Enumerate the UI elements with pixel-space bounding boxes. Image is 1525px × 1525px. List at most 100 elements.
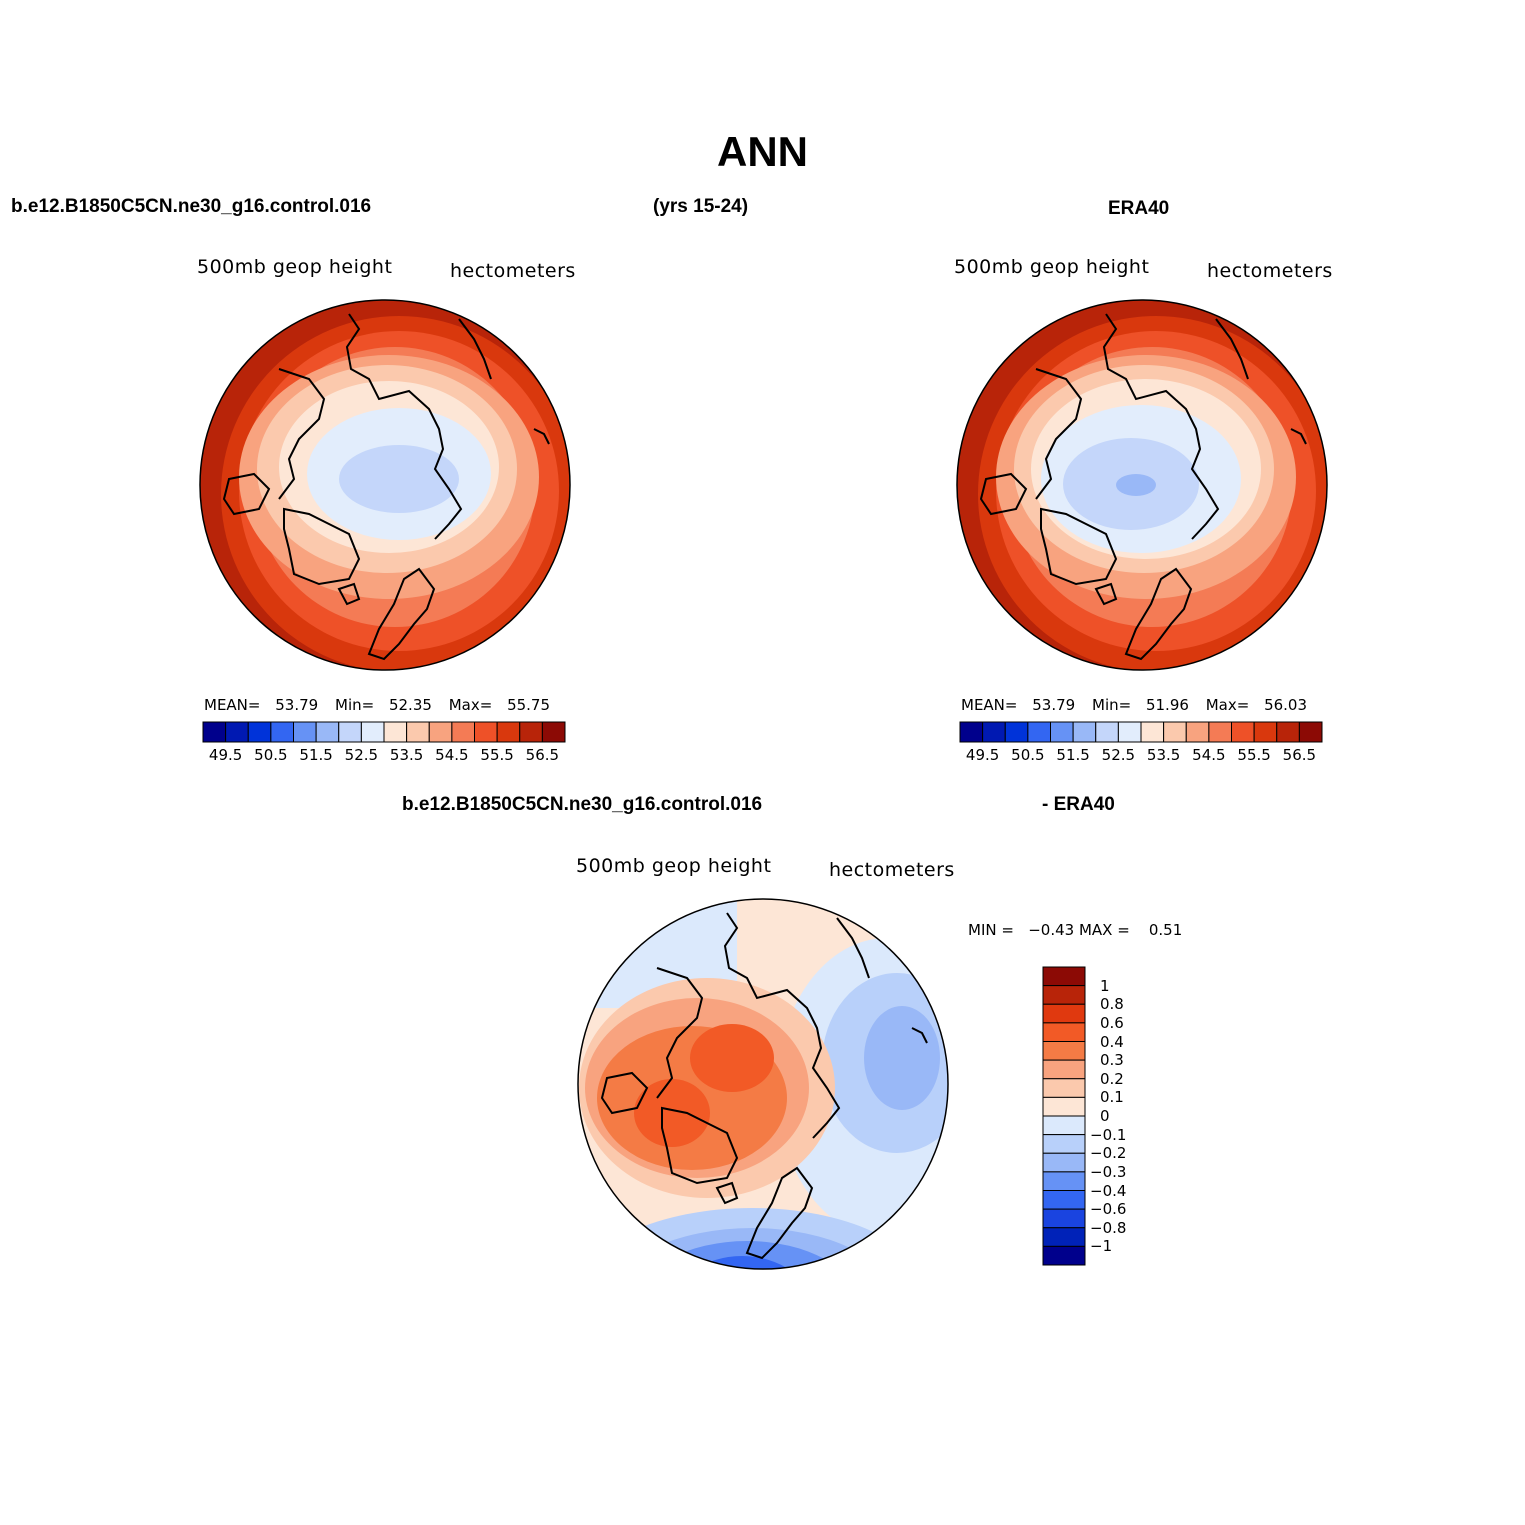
bottom-colorbar bbox=[1042, 966, 1086, 1266]
colorbar-swatch bbox=[1042, 985, 1086, 1005]
colorbar-swatch bbox=[982, 721, 1006, 743]
colorbar-label: −0.4 bbox=[1090, 1181, 1127, 1200]
colorbar-swatch bbox=[1042, 966, 1086, 987]
min-value: 52.35 bbox=[388, 696, 432, 714]
colorbar-label: 55.5 bbox=[480, 746, 514, 764]
bottom-units: hectometers bbox=[829, 859, 955, 881]
colorbar-label: 0 bbox=[1100, 1107, 1110, 1125]
top-right-variable: 500mb geop height bbox=[954, 256, 1150, 278]
bottom-diff-title: - ERA40 bbox=[1042, 794, 1115, 815]
colorbar-swatch bbox=[225, 721, 249, 743]
mean-value: 53.79 bbox=[275, 696, 319, 714]
colorbar-swatch bbox=[1042, 1152, 1086, 1173]
colorbar-swatch bbox=[541, 721, 566, 743]
mean-label: MEAN= bbox=[204, 696, 261, 714]
colorbar-swatch bbox=[1208, 721, 1232, 743]
colorbar-swatch bbox=[1163, 721, 1187, 743]
contour-fill bbox=[690, 1024, 774, 1092]
colorbar-label: 0.8 bbox=[1100, 995, 1124, 1014]
colorbar-swatch bbox=[474, 721, 498, 743]
colorbar-label: 53.5 bbox=[1146, 746, 1181, 764]
colorbar-label: −0.1 bbox=[1090, 1125, 1127, 1144]
page-title: ANN bbox=[717, 128, 808, 175]
top-left-colorbar-labels: 49.5 50.5 51.5 52.5 53.5 54.5 55.5 56.5 bbox=[203, 746, 565, 766]
colorbar-label: −0.2 bbox=[1090, 1144, 1127, 1163]
colorbar-swatch bbox=[1042, 1041, 1086, 1061]
colorbar-label: 50.5 bbox=[1011, 746, 1045, 764]
colorbar-label: 0.2 bbox=[1100, 1069, 1124, 1088]
colorbar-swatch bbox=[1042, 1171, 1086, 1191]
colorbar-swatch bbox=[1042, 1022, 1086, 1042]
contour-fill bbox=[634, 1079, 710, 1147]
colorbar-label: 52.5 bbox=[344, 746, 379, 764]
colorbar-swatch bbox=[1042, 1134, 1086, 1154]
bottom-difference-polar-map bbox=[577, 898, 949, 1270]
colorbar-swatch bbox=[1042, 1115, 1086, 1136]
top-right-stats: MEAN= 53.79 Min= 51.96 Max= 56.03 bbox=[961, 696, 1307, 714]
colorbar-swatch bbox=[1253, 721, 1278, 743]
colorbar-swatch bbox=[496, 721, 521, 743]
top-left-polar-map bbox=[199, 299, 571, 671]
coastlines bbox=[600, 912, 928, 1260]
colorbar-swatch bbox=[1231, 721, 1255, 743]
contour-fill bbox=[1116, 474, 1156, 496]
colorbar-swatch bbox=[1042, 1059, 1086, 1080]
bottom-minmax: MIN = −0.43 MAX = 0.51 bbox=[968, 921, 1183, 939]
colorbar-label: 54.5 bbox=[435, 746, 469, 764]
colorbar-swatch bbox=[1042, 1003, 1086, 1024]
colorbar-swatch bbox=[247, 721, 272, 743]
colorbar-label: 54.5 bbox=[1192, 746, 1226, 764]
colorbar-swatch bbox=[1298, 721, 1323, 743]
colorbar-label: 50.5 bbox=[254, 746, 288, 764]
coastlines bbox=[222, 313, 550, 661]
colorbar-label: −0.3 bbox=[1090, 1162, 1127, 1181]
mean-value: 53.79 bbox=[1032, 696, 1076, 714]
max-label: Max= bbox=[448, 696, 493, 714]
top-left-variable: 500mb geop height bbox=[197, 256, 393, 278]
bottom-variable: 500mb geop height bbox=[576, 855, 772, 877]
min-label: Min= bbox=[335, 696, 375, 714]
colorbar-swatch bbox=[1050, 721, 1074, 743]
colorbar-swatch bbox=[1072, 721, 1097, 743]
min-label: Min= bbox=[1092, 696, 1132, 714]
top-right-polar-map bbox=[956, 299, 1328, 671]
colorbar-label: 51.5 bbox=[299, 746, 333, 764]
coastlines bbox=[979, 313, 1307, 661]
top-right-units: hectometers bbox=[1207, 260, 1333, 282]
colorbar-label: 0.3 bbox=[1100, 1051, 1124, 1070]
colorbar-swatch bbox=[428, 721, 453, 743]
max-value: 56.03 bbox=[1264, 696, 1308, 714]
bottom-case-title: b.e12.B1850C5CN.ne30_g16.control.016 bbox=[402, 794, 763, 815]
colorbar-swatch bbox=[1095, 721, 1119, 743]
colorbar-label: −0.6 bbox=[1090, 1200, 1127, 1219]
colorbar-label: 51.5 bbox=[1056, 746, 1090, 764]
top-left-case-title: b.e12.B1850C5CN.ne30_g16.control.016 bbox=[11, 196, 372, 217]
top-left-colorbar bbox=[202, 721, 566, 743]
colorbar-label: 49.5 bbox=[965, 746, 1000, 764]
colorbar-label: 0.6 bbox=[1100, 1013, 1124, 1032]
colorbar-label: 1 bbox=[1100, 976, 1110, 995]
colorbar-label: 53.5 bbox=[389, 746, 424, 764]
colorbar-label: −0.8 bbox=[1090, 1218, 1127, 1237]
top-left-units: hectometers bbox=[450, 260, 576, 282]
colorbar-label: 0.1 bbox=[1100, 1088, 1124, 1107]
colorbar-label: 56.5 bbox=[525, 746, 560, 764]
colorbar-label: 49.5 bbox=[208, 746, 243, 764]
colorbar-label: −1 bbox=[1090, 1237, 1113, 1256]
top-right-colorbar bbox=[959, 721, 1323, 743]
mean-label: MEAN= bbox=[961, 696, 1018, 714]
max-value: 55.75 bbox=[507, 696, 551, 714]
colorbar-swatch bbox=[1042, 1208, 1086, 1229]
colorbar-swatch bbox=[1042, 1078, 1086, 1098]
bottom-colorbar-labels: 1 0.8 0.6 0.4 0.3 0.2 0.1 0 −0.1 −0.2 −0.3 −0.4 −0.6… bbox=[1090, 967, 1150, 1265]
colorbar-swatch bbox=[202, 721, 227, 743]
colorbar-swatch bbox=[451, 721, 475, 743]
colorbar-swatch bbox=[338, 721, 362, 743]
colorbar-swatch bbox=[1185, 721, 1210, 743]
colorbar-label: 55.5 bbox=[1237, 746, 1271, 764]
colorbar-swatch bbox=[270, 721, 294, 743]
colorbar-swatch bbox=[1042, 1245, 1086, 1266]
colorbar-swatch bbox=[1042, 1227, 1086, 1247]
top-left-stats: MEAN= 53.79 Min= 52.35 Max= 55.75 bbox=[204, 696, 550, 714]
max-label: Max= bbox=[1205, 696, 1250, 714]
